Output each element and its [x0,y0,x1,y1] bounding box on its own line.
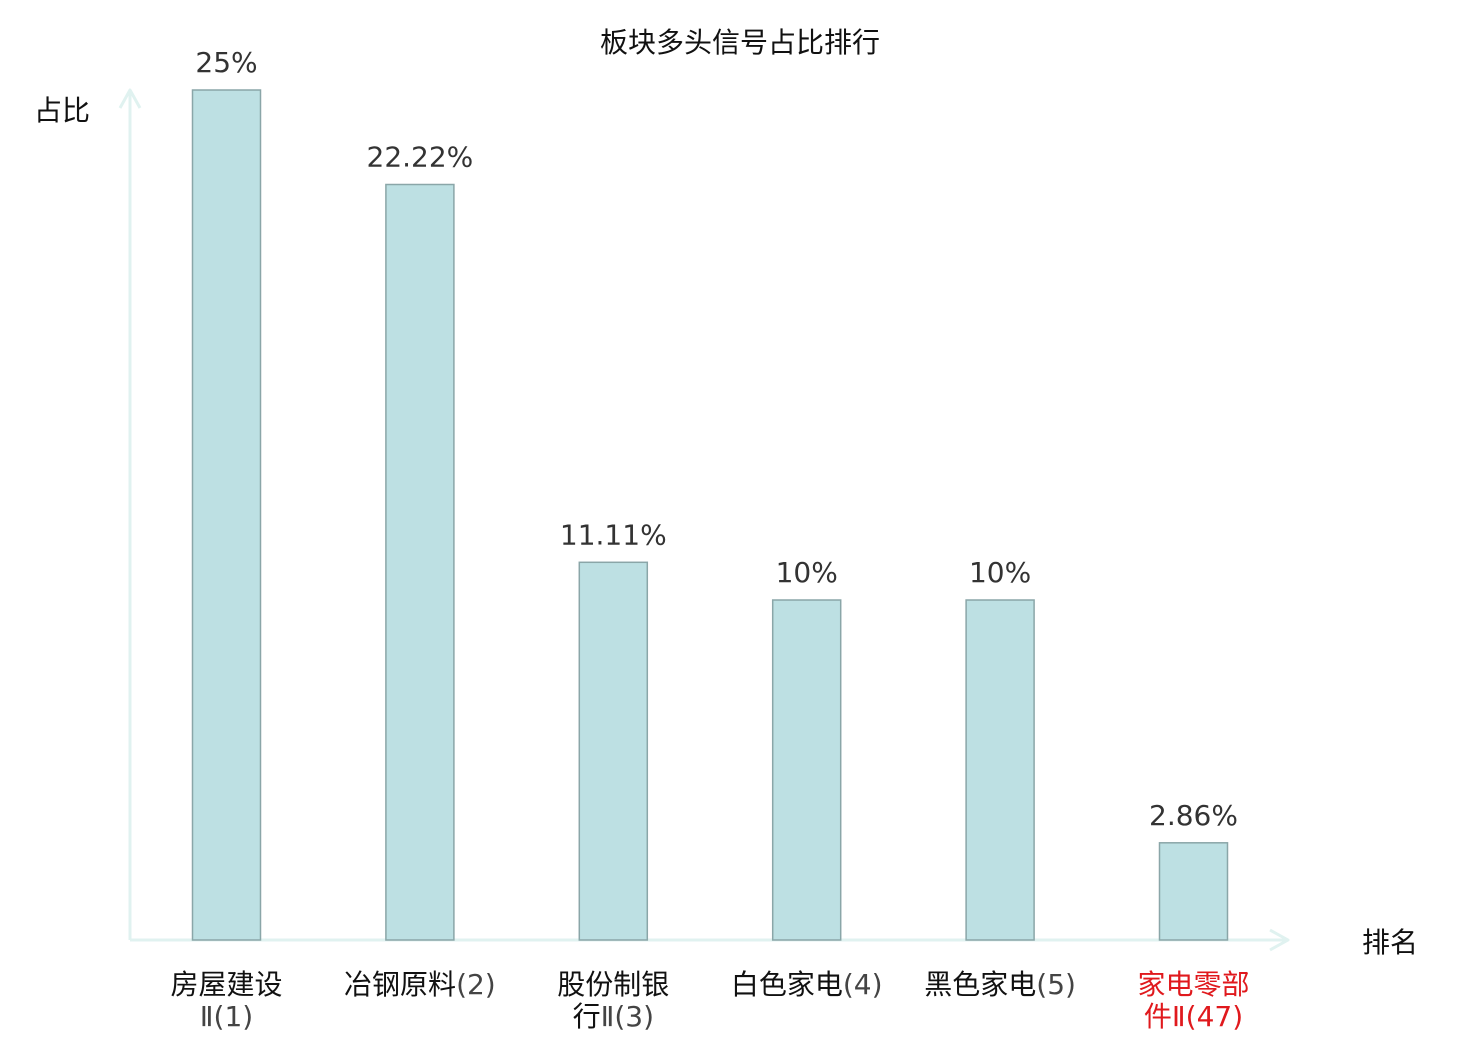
bar-4 [771,599,842,941]
bar-3 [578,561,649,941]
axes [118,88,1290,952]
chart-title: 板块多头信号占比排行 [600,26,880,59]
tick-label-6: 家电零部件Ⅱ(47) [1137,968,1249,1033]
bars-layer [191,89,1229,941]
y-axis-label: 占比 [34,94,90,127]
tick-label-4: 白色家电(4) [731,968,883,1001]
tick-label-3: 股份制银行Ⅱ(3) [557,968,669,1033]
x-axis-arrow [1269,928,1290,952]
bar-6 [1158,842,1229,941]
bar-1 [191,89,262,941]
value-label-1: 25% [195,46,257,79]
tick-label-1: 房屋建设 Ⅱ(1) [170,968,282,1033]
bar-2 [385,183,455,941]
x-axis-label: 排名 [1362,926,1418,959]
value-label-4: 10% [776,556,838,589]
bar-5 [965,599,1035,941]
value-label-5: 10% [969,556,1031,589]
value-label-6: 2.86% [1149,799,1238,832]
tick-label-5: 黑色家电(5) [924,968,1076,1001]
tick-labels-layer: 房屋建设 Ⅱ(1) 冶钢原料(2) 股份制银行Ⅱ(3) 白色家电(4) 黑色家电(5) 家电… [170,968,1249,1033]
value-labels-layer: 25% 22.22% 11.11% 10% 10% 2.86% [195,46,1238,832]
y-axis-arrow [118,88,142,109]
value-label-3: 11.11% [560,518,667,551]
value-label-2: 22.22% [367,141,474,174]
tick-label-2: 冶钢原料(2) [344,968,496,1001]
